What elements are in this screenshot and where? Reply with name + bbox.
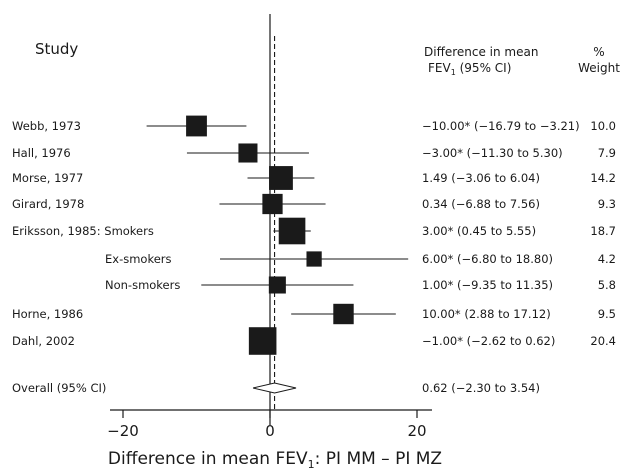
study-header: Study (35, 40, 78, 58)
point-estimate-marker (269, 166, 293, 190)
study-label: Hall, 1976 (12, 146, 71, 160)
effect-header-prefix: FEV (428, 61, 451, 75)
point-estimate-marker (278, 217, 306, 245)
weight-text: 18.7 (590, 224, 616, 238)
ci-text: −10.00* (−16.79 to −3.21) (422, 119, 580, 133)
x-tick-label: −20 (107, 422, 139, 440)
point-estimate-marker (262, 193, 283, 215)
study-label: Horne, 1986 (12, 307, 83, 321)
study-label: Dahl, 2002 (12, 334, 75, 348)
weight-text: 7.9 (598, 146, 616, 160)
ci-text: 10.00* (2.88 to 17.12) (422, 307, 551, 321)
x-axis-label-sub: 1 (308, 458, 315, 470)
point-estimate-marker (248, 327, 277, 355)
ci-text: −3.00* (−11.30 to 5.30) (422, 146, 563, 160)
overall-diamond (252, 382, 297, 394)
ci-text: 1.49 (−3.06 to 6.04) (422, 171, 540, 185)
x-axis-label: Difference in mean FEV1: PI MM – PI MZ (108, 449, 442, 470)
weight-text: 9.5 (598, 307, 616, 321)
weight-header-line2: Weight (578, 61, 620, 75)
point-estimate-marker (306, 251, 322, 267)
x-tick-label: 20 (407, 422, 426, 440)
ci-text: 6.00* (−6.80 to 18.80) (422, 252, 553, 266)
study-label: Eriksson, 1985: Smokers (12, 224, 154, 238)
study-label: Morse, 1977 (12, 171, 83, 185)
ci-text: 3.00* (0.45 to 5.55) (422, 224, 536, 238)
effect-header-line2: FEV1 (95% CI) (428, 61, 511, 77)
weight-text: 10.0 (590, 119, 616, 133)
weight-text: 20.4 (590, 334, 616, 348)
weight-text: 9.3 (598, 197, 616, 211)
study-sublabel: Non-smokers (105, 278, 180, 292)
point-estimate-marker (268, 276, 286, 294)
effect-header-line1: Difference in mean (424, 45, 538, 59)
weight-header-line1: % (593, 45, 604, 59)
weight-text: 5.8 (598, 278, 616, 292)
ci-text: 1.00* (−9.35 to 11.35) (422, 278, 553, 292)
x-tick-label: 0 (265, 422, 275, 440)
study-label: Girard, 1978 (12, 197, 84, 211)
ci-text: 0.34 (−6.88 to 7.56) (422, 197, 540, 211)
study-label: Webb, 1973 (12, 119, 81, 133)
weight-text: 4.2 (598, 252, 616, 266)
x-axis-label-prefix: Difference in mean FEV (108, 449, 308, 469)
x-axis-label-suffix: : PI MM – PI MZ (315, 449, 442, 469)
study-sublabel: Ex-smokers (105, 252, 172, 266)
weight-text: 14.2 (590, 171, 616, 185)
overall-ci-text: 0.62 (−2.30 to 3.54) (422, 381, 540, 395)
overall-label: Overall (95% CI) (12, 381, 106, 395)
effect-header-suffix: (95% CI) (456, 61, 512, 75)
ci-text: −1.00* (−2.62 to 0.62) (422, 334, 555, 348)
effect-header-sub: 1 (451, 68, 456, 77)
point-estimate-marker (186, 115, 207, 137)
point-estimate-marker (333, 303, 354, 325)
point-estimate-marker (238, 143, 258, 163)
